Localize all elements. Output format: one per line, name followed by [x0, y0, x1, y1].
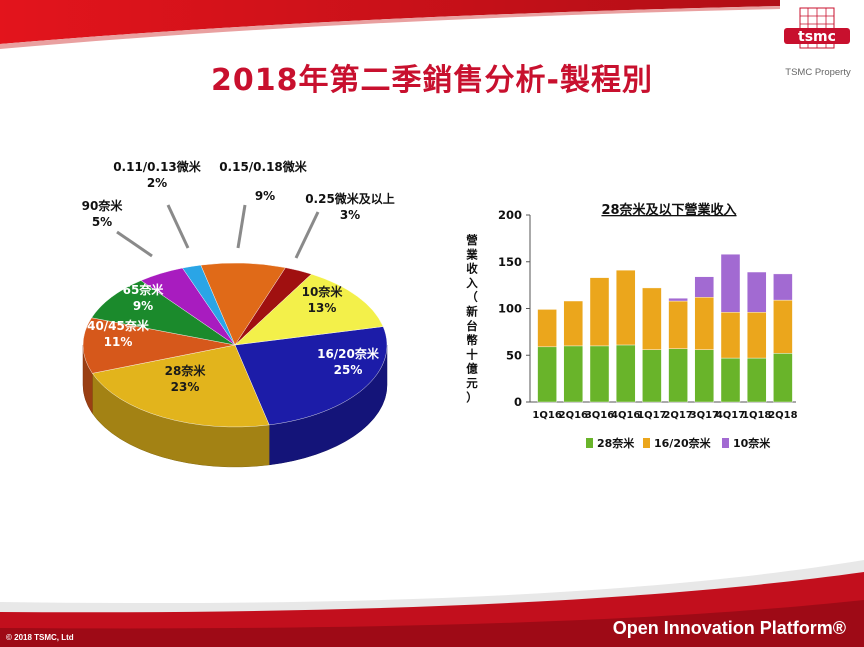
legend-label: 16/20奈米	[654, 436, 712, 450]
bar-x-tick-label: 1Q18	[742, 410, 771, 421]
pie-label-value: 23%	[171, 380, 200, 394]
bar-segment	[589, 277, 610, 347]
pie-label-value: 5%	[92, 215, 112, 229]
pie-label-name: 0.15/0.18微米	[219, 159, 308, 174]
slide-title: 2018年第二季銷售分析-製程別	[211, 63, 653, 98]
pie-label-name: 16/20奈米	[317, 346, 380, 361]
bar-y-label-char: 十	[466, 347, 478, 361]
bar-segment	[642, 349, 662, 403]
bar-segment	[773, 353, 793, 403]
pie-label-name: 40/45奈米	[87, 318, 150, 333]
bar-segment	[747, 357, 767, 403]
bar-segment	[563, 300, 584, 347]
header-swoosh	[0, 0, 780, 49]
bar-x-tick-label: 2Q18	[768, 410, 797, 421]
pie-label-name: 0.25微米及以上	[305, 191, 395, 206]
bar-y-label-char: 元	[466, 376, 478, 390]
bar-x-tick-label: 3Q17	[690, 410, 719, 421]
bar-segment	[668, 348, 688, 403]
bar-segment	[642, 287, 662, 350]
pie-label-name: 28奈米	[165, 363, 207, 378]
bar-segment	[668, 298, 688, 302]
bar-segment	[747, 312, 767, 359]
bar-y-label-char: 新	[466, 305, 478, 319]
bar-segment	[537, 346, 557, 403]
pie-chart: 16/20奈米 25% 28奈米 23% 40/45奈米 11% 65奈米 9% 90奈米 5% 0…	[82, 159, 395, 468]
bar-chart-title: 28奈米及以下營業收入	[601, 202, 736, 218]
bar-segment	[537, 309, 557, 348]
bar-y-label-char: 億	[466, 362, 478, 376]
bar-segment	[720, 312, 741, 359]
bar-y-tick-label: 100	[498, 302, 522, 316]
tsmc-logo: tsmc	[784, 7, 850, 49]
bar-segment	[668, 300, 688, 349]
bar-segment	[563, 345, 584, 403]
bar-segment	[747, 271, 767, 313]
bar-x-tick-label: 4Q17	[716, 410, 745, 421]
pie-label-value: 9%	[255, 189, 275, 203]
pie-slice	[91, 280, 236, 346]
pie-label-value: 11%	[104, 335, 133, 349]
bar-y-tick-label: 200	[498, 208, 522, 222]
bar-segment	[615, 269, 636, 346]
pie-label-value: 2%	[147, 176, 167, 190]
pie-label-value: 3%	[340, 208, 360, 222]
pie-slice	[92, 344, 270, 428]
legend-swatch	[643, 438, 650, 448]
pie-label-value: 9%	[133, 299, 153, 313]
bar-y-label-char: 營	[466, 233, 478, 247]
footer-copyright: © 2018 TSMC, Ltd	[6, 633, 74, 642]
bar-y-label-char: ）	[466, 390, 478, 404]
logo-caption: TSMC Property	[785, 67, 851, 78]
pie-label-name: 65奈米	[123, 282, 165, 297]
bar-y-label-char: 業	[465, 247, 478, 261]
pie-slice	[200, 262, 286, 346]
bar-y-tick-label: 150	[498, 255, 522, 269]
bar-segment	[773, 299, 793, 354]
bar-y-label-char: 入	[466, 276, 478, 290]
pie-label-name: 0.11/0.13微米	[113, 159, 202, 174]
bar-y-label-char: 幣	[466, 333, 478, 347]
legend-swatch	[722, 438, 729, 448]
bar-x-tick-label: 2Q16	[559, 410, 588, 421]
footer-platform-name: Open Innovation Platform®	[612, 618, 846, 638]
pie-label-value: 25%	[334, 363, 363, 377]
bar-segment	[720, 357, 741, 403]
pie-label-value: 13%	[308, 301, 337, 315]
pie-leader-line	[236, 204, 247, 249]
bar-segment	[694, 297, 715, 350]
legend-label: 28奈米	[597, 436, 635, 450]
bar-segment	[694, 349, 715, 403]
bar-segment	[694, 276, 715, 298]
bar-x-tick-label: 2Q17	[663, 410, 692, 421]
pie-slice	[82, 317, 236, 374]
bar-x-tick-label: 4Q16	[611, 410, 640, 421]
bar-segment	[773, 273, 793, 301]
pie-slice	[234, 326, 388, 426]
pie-leader-line	[116, 230, 153, 258]
bar-y-label-char: 台	[466, 319, 478, 333]
bar-y-tick-label: 0	[514, 395, 522, 409]
bar-y-tick-label: 50	[506, 348, 522, 362]
bar-segment	[615, 344, 636, 403]
pie-leader-line	[166, 204, 190, 249]
pie-leader-line	[294, 211, 320, 259]
legend-swatch	[586, 438, 593, 448]
bar-x-tick-label: 1Q17	[637, 410, 666, 421]
bar-segment	[589, 345, 610, 403]
pie-label-name: 10奈米	[302, 284, 344, 299]
bar-x-tick-label: 3Q16	[585, 410, 614, 421]
bar-y-label-char: 收	[466, 262, 478, 276]
bar-segment	[720, 254, 741, 313]
logo-text: tsmc	[798, 29, 836, 45]
pie-slice	[234, 273, 384, 346]
bar-y-label-char: （	[466, 290, 478, 304]
pie-label-name: 90奈米	[82, 198, 124, 213]
bar-x-tick-label: 1Q16	[532, 410, 561, 421]
legend-label: 10奈米	[733, 436, 771, 450]
